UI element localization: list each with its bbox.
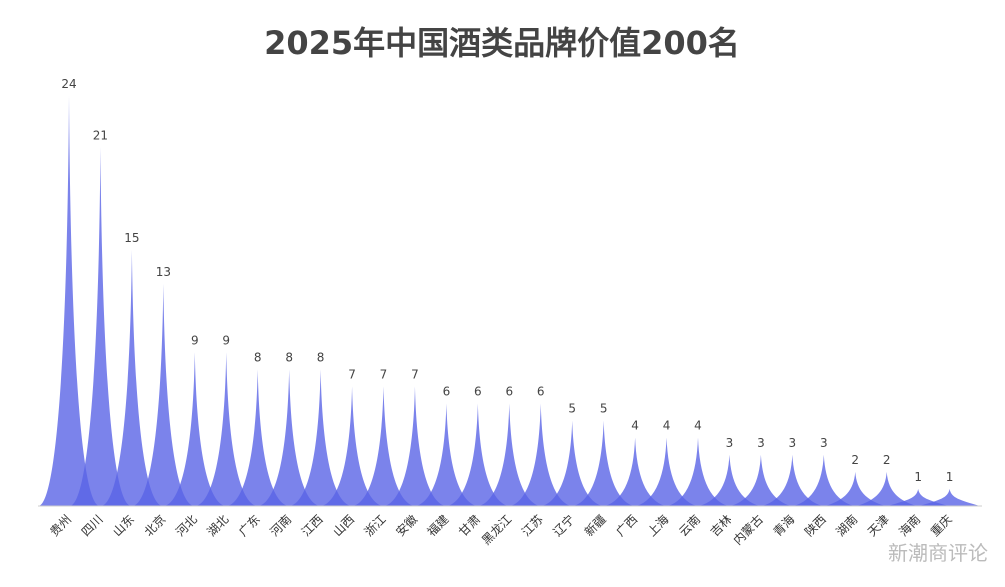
x-tick-label: 内蒙古 (730, 512, 766, 548)
spike-内蒙古 (730, 454, 791, 506)
value-label: 4 (694, 419, 702, 433)
spike-重庆 (919, 488, 980, 506)
x-tick-label: 甘肃 (456, 512, 483, 539)
value-label: 1 (946, 470, 954, 484)
x-tick-label: 海南 (896, 512, 924, 540)
spike-四川 (70, 147, 131, 506)
value-label: 8 (317, 350, 325, 364)
value-label: 2 (883, 453, 891, 467)
spike-吉林 (699, 454, 760, 506)
spike-黑龙江 (479, 403, 540, 506)
value-label: 3 (726, 436, 734, 450)
x-tick-label: 云南 (676, 512, 704, 540)
x-tick-label: 安徽 (392, 512, 420, 540)
spike-福建 (416, 403, 477, 506)
spike-云南 (668, 437, 728, 506)
x-tick-label: 青海 (770, 512, 798, 540)
spike-上海 (636, 437, 697, 506)
spike-广西 (605, 437, 666, 506)
spike-海南 (888, 488, 949, 506)
spike-新疆 (573, 420, 634, 506)
x-tick-label: 江苏 (519, 512, 546, 539)
value-label: 6 (443, 385, 451, 399)
value-label: 21 (93, 128, 108, 142)
spike-天津 (856, 471, 917, 506)
x-tick-label: 新疆 (581, 512, 609, 540)
value-label: 5 (600, 402, 608, 416)
spike-甘肃 (447, 403, 508, 506)
spike-湖南 (825, 471, 886, 506)
x-tick-label: 吉林 (708, 512, 735, 539)
value-label: 1 (914, 470, 922, 484)
value-label: 8 (285, 350, 293, 364)
x-tick-label: 山东 (110, 512, 137, 539)
value-label: 7 (380, 367, 388, 381)
spike-北京 (133, 283, 194, 506)
spike-江西 (290, 369, 351, 506)
spike-贵州 (39, 96, 99, 506)
x-tick-label: 湖南 (833, 512, 861, 540)
x-tick-label: 辽宁 (550, 512, 578, 540)
value-label: 3 (757, 436, 765, 450)
value-label: 15 (124, 231, 139, 245)
x-tick-label: 广东 (236, 512, 263, 539)
value-label: 7 (411, 367, 419, 381)
spikes-group (39, 96, 980, 506)
spike-山东 (101, 249, 162, 506)
x-tick-label: 河南 (267, 512, 295, 540)
chart-title: 2025年中国酒类品牌价值200名 (264, 24, 740, 62)
x-tick-label: 重庆 (928, 512, 955, 539)
x-tick-label: 山西 (330, 512, 357, 539)
value-label: 3 (789, 436, 797, 450)
value-label: 5 (568, 402, 576, 416)
value-label: 8 (254, 350, 262, 364)
x-tick-label: 天津 (865, 512, 892, 539)
x-tick-label: 贵州 (47, 512, 74, 539)
spike-山西 (322, 386, 383, 506)
x-tick-label: 江西 (299, 512, 326, 539)
spike-河南 (259, 369, 320, 506)
value-label: 6 (537, 385, 545, 399)
value-label: 4 (663, 419, 671, 433)
watermark-text: 新潮商评论 (888, 541, 988, 565)
spike-辽宁 (542, 420, 603, 506)
value-label: 6 (474, 385, 482, 399)
x-tick-label: 陕西 (801, 512, 829, 540)
tick-labels-group: 贵州 四川 山东 北京 河北 湖北 广东 河南 江西 山西 浙江 安徽 福建 甘肃黑龙江 江苏 辽宁 新疆 广西上… (47, 512, 954, 548)
spike-湖北 (196, 352, 257, 506)
value-label: 3 (820, 436, 828, 450)
spike-江苏 (510, 403, 571, 506)
value-label: 2 (851, 453, 859, 467)
x-tick-label: 河北 (173, 512, 200, 539)
x-tick-label: 湖北 (204, 512, 232, 540)
spike-河北 (164, 352, 225, 506)
value-label: 24 (61, 77, 76, 91)
x-tick-label: 福建 (424, 512, 452, 540)
spike-陕西 (793, 454, 854, 506)
x-tick-label: 上海 (644, 512, 672, 540)
x-tick-label: 北京 (142, 512, 169, 539)
spike-安徽 (384, 386, 445, 506)
x-tick-label: 四川 (79, 512, 106, 539)
spike-广东 (227, 369, 288, 506)
x-tick-label: 黑龙江 (479, 512, 514, 547)
value-label: 9 (222, 333, 230, 347)
value-label: 9 (191, 333, 199, 347)
x-tick-label: 浙江 (362, 512, 389, 539)
value-label: 7 (348, 367, 356, 381)
value-label: 4 (631, 419, 639, 433)
spike-浙江 (353, 386, 414, 506)
value-label: 6 (505, 385, 513, 399)
x-tick-label: 广西 (613, 512, 640, 539)
spike-青海 (762, 454, 823, 506)
value-label: 13 (156, 265, 171, 279)
